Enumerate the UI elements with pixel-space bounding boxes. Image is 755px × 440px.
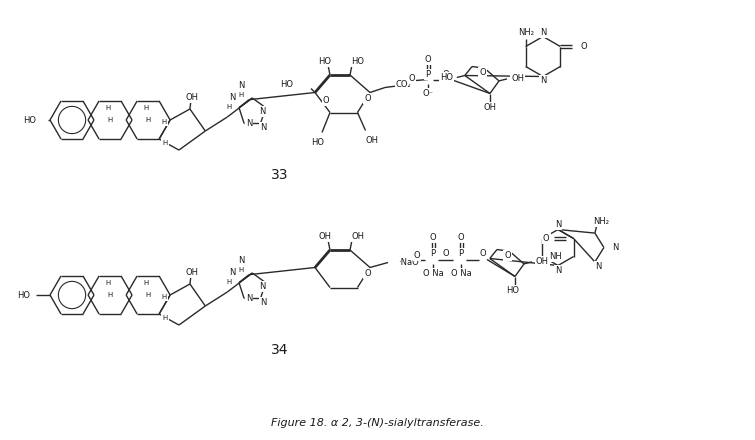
Text: 33: 33 (271, 168, 288, 182)
Text: H: H (162, 119, 167, 125)
Text: H: H (106, 280, 111, 286)
Text: P: P (458, 249, 464, 258)
Text: N: N (540, 76, 546, 85)
Text: NH₂: NH₂ (518, 28, 534, 37)
Text: HO: HO (280, 80, 293, 89)
Text: HO: HO (440, 73, 453, 82)
Text: O⁻: O⁻ (423, 89, 433, 98)
Text: O: O (414, 251, 421, 260)
Text: H: H (146, 117, 151, 123)
Text: N: N (612, 243, 618, 252)
Text: P: P (430, 249, 436, 258)
Text: OH: OH (536, 257, 549, 266)
Text: H: H (107, 117, 112, 123)
Text: N: N (555, 220, 561, 229)
Text: O Na: O Na (423, 269, 443, 278)
Text: N: N (260, 107, 266, 116)
Text: OH: OH (511, 74, 524, 84)
Text: 34: 34 (271, 343, 288, 357)
Text: OH: OH (186, 92, 199, 102)
Text: O: O (543, 234, 550, 243)
Text: N: N (260, 123, 267, 132)
Text: N: N (246, 294, 252, 303)
Text: P: P (425, 70, 430, 79)
Text: H: H (107, 292, 112, 298)
Text: H: H (226, 104, 232, 110)
Text: N: N (595, 262, 601, 271)
Text: H: H (143, 280, 149, 286)
Text: H: H (226, 279, 232, 285)
Text: N: N (238, 256, 244, 265)
Text: N: N (229, 268, 236, 276)
Text: HO: HO (352, 56, 365, 66)
Text: H: H (239, 267, 244, 273)
Text: H: H (162, 294, 167, 300)
Text: OH: OH (319, 231, 331, 241)
Text: H: H (106, 105, 111, 111)
Text: OH: OH (352, 231, 365, 241)
Text: OH: OH (365, 136, 378, 145)
Text: H: H (162, 140, 168, 146)
Text: O: O (504, 251, 511, 260)
Text: H: H (146, 292, 151, 298)
Text: NH: NH (549, 252, 562, 261)
Text: ·NaO: ·NaO (398, 258, 419, 267)
Text: H: H (239, 92, 244, 98)
Text: N: N (229, 92, 236, 102)
Text: H: H (162, 315, 168, 321)
Text: N: N (238, 81, 244, 90)
Text: HO: HO (17, 290, 30, 300)
Text: Figure 18. α 2, 3-(N)-sialyltransferase.: Figure 18. α 2, 3-(N)-sialyltransferase. (271, 418, 484, 428)
Text: OH: OH (186, 268, 199, 276)
Text: O: O (430, 233, 436, 242)
Text: O: O (424, 55, 431, 64)
Text: N: N (246, 119, 252, 128)
Text: N: N (555, 266, 561, 275)
Text: O: O (479, 68, 486, 77)
Text: NH₂: NH₂ (593, 216, 609, 226)
Text: O: O (581, 42, 587, 51)
Text: O: O (458, 233, 464, 242)
Text: O: O (479, 249, 486, 258)
Text: O: O (365, 269, 371, 278)
Text: O: O (442, 249, 449, 258)
Text: N: N (540, 28, 546, 37)
Text: H: H (143, 105, 149, 111)
Text: N: N (260, 282, 266, 291)
Text: HO: HO (507, 286, 519, 295)
Text: CO₂: CO₂ (396, 80, 411, 89)
Text: O: O (365, 94, 371, 103)
Text: OH: OH (483, 103, 497, 112)
Text: O Na: O Na (451, 269, 471, 278)
Text: HO: HO (319, 56, 331, 66)
Text: N: N (260, 298, 267, 307)
Text: HO: HO (23, 116, 36, 125)
Text: O: O (408, 74, 415, 83)
Text: O: O (322, 96, 329, 105)
Text: HO: HO (312, 138, 325, 147)
Text: O: O (442, 70, 449, 79)
